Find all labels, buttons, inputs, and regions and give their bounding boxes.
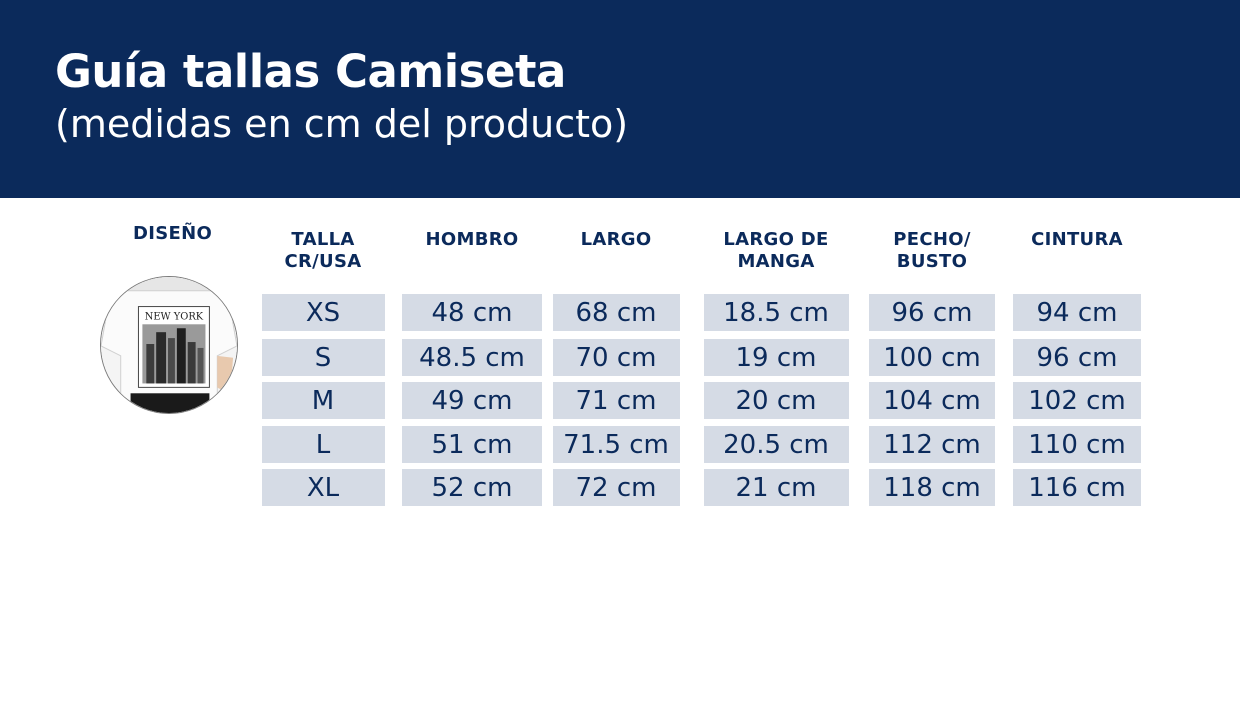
column-header-line: LARGO DE [723, 229, 829, 250]
column-header-line: HOMBRO [425, 229, 519, 250]
column-header-line: CINTURA [1031, 229, 1123, 250]
column-header-line: CR/USA [284, 251, 362, 272]
table-cell: 102 cm [1013, 382, 1141, 419]
page-subtitle: (medidas en cm del producto) [55, 102, 629, 146]
column-header-line: LARGO [580, 229, 652, 250]
table-cell: 118 cm [869, 469, 995, 506]
table-cell: 52 cm [402, 469, 542, 506]
table-cell: 20 cm [703, 382, 849, 419]
table-cell: 51 cm [402, 426, 542, 463]
column-header-sleeve-length: LARGO DE MANGA [686, 229, 866, 273]
column-header-line: TALLA [291, 229, 355, 250]
column-header-line: PECHO/ [893, 229, 971, 250]
table-cell: 71.5 cm [552, 426, 680, 463]
table-cell: 96 cm [1013, 339, 1141, 376]
table-cell: 112 cm [869, 426, 995, 463]
design-label: DISEÑO [133, 223, 213, 244]
table-cell: 96 cm [869, 294, 995, 331]
tshirt-photo: NEW YORK [100, 276, 238, 414]
column-header-length: LARGO [526, 229, 706, 251]
column-header-waist: CINTURA [987, 229, 1167, 251]
table-cell: 110 cm [1013, 426, 1141, 463]
table-cell: 72 cm [552, 469, 680, 506]
table-cell: 19 cm [703, 339, 849, 376]
table-cell: 49 cm [402, 382, 542, 419]
table-cell: 94 cm [1013, 294, 1141, 331]
table-cell: 18.5 cm [703, 294, 849, 331]
table-cell: M [261, 382, 385, 419]
table-cell: XS [261, 294, 385, 331]
table-cell: 116 cm [1013, 469, 1141, 506]
table-cell: 68 cm [552, 294, 680, 331]
page-title: Guía tallas Camiseta [55, 45, 566, 98]
column-header-size: TALLA CR/USA [233, 229, 413, 273]
table-cell: L [261, 426, 385, 463]
table-cell: 21 cm [703, 469, 849, 506]
table-cell: 104 cm [869, 382, 995, 419]
column-header-line: MANGA [737, 251, 815, 272]
table-cell: 20.5 cm [703, 426, 849, 463]
table-cell: 48 cm [402, 294, 542, 331]
table-cell: 48.5 cm [402, 339, 542, 376]
header-banner [0, 0, 1240, 198]
table-cell: S [261, 339, 385, 376]
column-header-shoulder: HOMBRO [382, 229, 562, 251]
shirt-print-text: NEW YORK [145, 311, 204, 322]
table-cell: 70 cm [552, 339, 680, 376]
table-cell: 71 cm [552, 382, 680, 419]
table-cell: 100 cm [869, 339, 995, 376]
table-cell: XL [261, 469, 385, 506]
column-header-chest-bust: PECHO/BUSTO [842, 229, 1022, 273]
column-header-line: BUSTO [896, 251, 968, 272]
